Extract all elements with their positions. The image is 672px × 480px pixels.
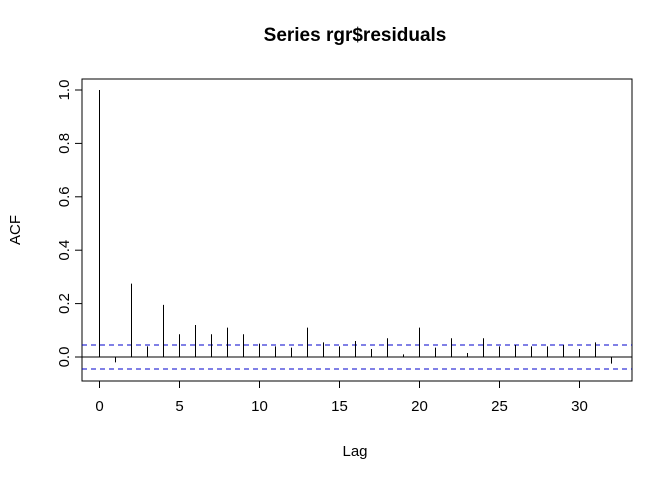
- y-tick-label-1.0: 1.0: [56, 80, 73, 101]
- acf-bars: [99, 90, 612, 364]
- plot-box: [81, 78, 633, 382]
- y-tick-label-0.6: 0.6: [56, 186, 73, 207]
- y-tick-label-0.8: 0.8: [56, 133, 73, 154]
- x-tick-label-5: 5: [175, 398, 183, 415]
- x-axis: 0 5 10 15 20 25 30: [95, 380, 588, 415]
- y-tick-label-0.2: 0.2: [56, 293, 73, 314]
- x-axis-label: Lag: [342, 443, 367, 460]
- chart-title: Series rgr$residuals: [264, 25, 447, 46]
- x-tick-label-0: 0: [95, 398, 103, 415]
- y-axis: 0.0 0.2 0.4 0.6 0.8 1.0: [56, 80, 83, 368]
- x-tick-label-30: 30: [571, 398, 588, 415]
- x-tick-label-20: 20: [411, 398, 428, 415]
- y-axis-label: ACF: [7, 215, 24, 245]
- x-tick-label-10: 10: [251, 398, 268, 415]
- x-tick-label-15: 15: [331, 398, 348, 415]
- y-tick-label-0.4: 0.4: [56, 240, 73, 261]
- y-tick-label-0.0: 0.0: [56, 347, 73, 368]
- x-tick-label-25: 25: [491, 398, 508, 415]
